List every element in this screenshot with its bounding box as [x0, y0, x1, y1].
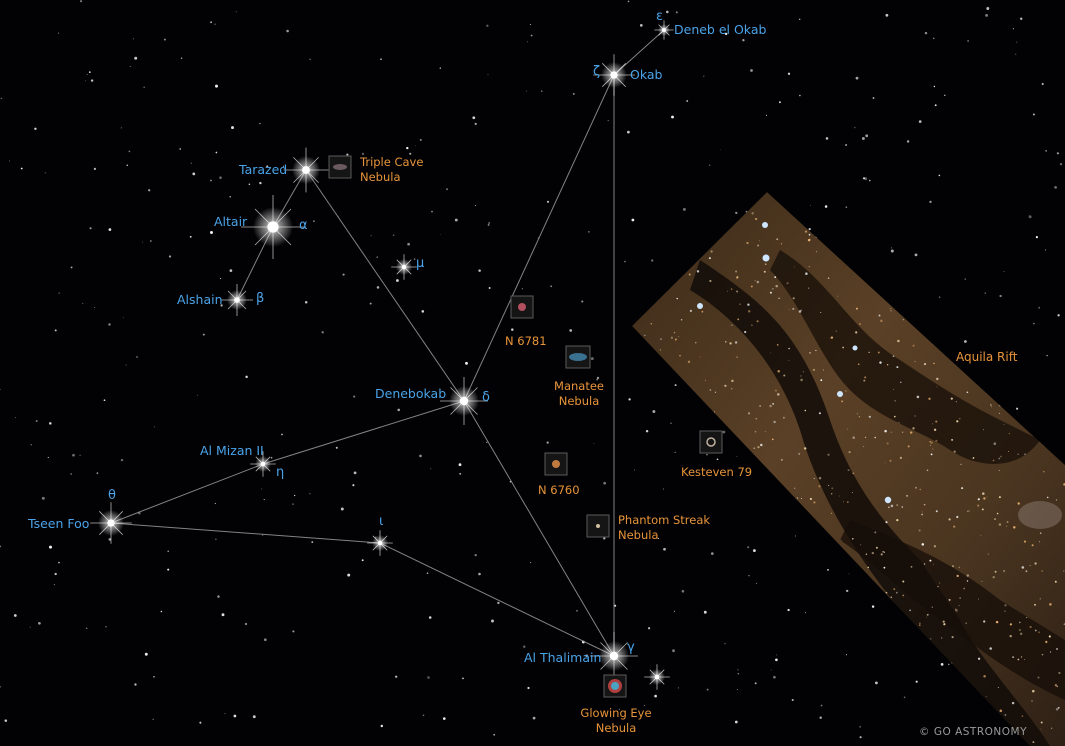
star-al-mizan: [250, 451, 276, 477]
n6781-thumb: [518, 303, 526, 311]
glowing-eye-thumb: [611, 682, 619, 690]
object-label-n6781: N 6781: [505, 334, 547, 348]
star-al-thalimain: [590, 632, 638, 680]
constellation-stars: [90, 20, 674, 690]
manatee-line2: Nebula: [558, 394, 600, 408]
star-mu: [391, 254, 417, 280]
greek-iota: ι: [379, 514, 384, 529]
manatee-line1: Manatee: [554, 379, 604, 393]
object-label-aquila-rift: Aquila Rift: [956, 350, 1018, 364]
copyright-notice: © GO ASTRONOMY: [919, 726, 1027, 738]
star-okab: [593, 54, 635, 96]
glowing-eye-line2: Nebula: [595, 721, 637, 735]
phantom-line2: Nebula: [618, 528, 659, 542]
triple-cave-thumb: [333, 164, 347, 170]
object-label-manatee: Manatee Nebula: [551, 379, 607, 409]
triple-cave-line2: Nebula: [360, 170, 401, 184]
star-extra-star: [644, 664, 670, 690]
star-label-tseen-foo: Tseen Foo: [28, 516, 90, 531]
greek-epsilon: ε: [656, 9, 664, 24]
star-label-okab: Okab: [630, 67, 663, 82]
star-label-denebokab: Denebokab: [375, 386, 447, 401]
n6760-thumb: [552, 460, 560, 468]
star-tseen-foo: [90, 502, 132, 544]
star-tarazed: [283, 147, 329, 193]
greek-gamma: γ: [627, 640, 635, 655]
constellation-lines: [110, 29, 665, 657]
star-label-alshain: Alshain: [177, 292, 223, 307]
triple-cave-line1: Triple Cave: [360, 155, 424, 169]
greek-eta: η: [276, 465, 285, 480]
star-label-altair: Altair: [214, 214, 248, 229]
object-label-phantom-streak: Phantom Streak Nebula: [618, 513, 710, 543]
star-label-al-thalimain: Al Thalimain: [524, 650, 602, 665]
greek-beta: β: [256, 291, 265, 306]
object-label-triple-cave: Triple Cave Nebula: [360, 155, 423, 185]
star-label-al-mizan: Al Mizan II: [200, 443, 264, 458]
star-alshain: [221, 284, 253, 316]
star-label-tarazed: Tarazed: [239, 162, 288, 177]
phantom-thumb: [596, 524, 600, 528]
deep-sky-thumbnails: [328, 155, 723, 698]
object-label-glowing-eye: Glowing Eye Nebula: [579, 706, 653, 736]
star-label-deneb-el-okab: Deneb el Okab: [674, 22, 767, 37]
greek-zeta: ζ: [593, 64, 601, 79]
greek-theta: θ: [108, 488, 116, 503]
greek-mu: μ: [416, 256, 425, 271]
glowing-eye-line1: Glowing Eye: [580, 706, 652, 720]
star-altair: [241, 195, 305, 259]
object-label-kesteven: Kesteven 79: [681, 465, 753, 479]
star-iota: [367, 530, 393, 556]
greek-delta: δ: [482, 390, 490, 405]
kesteven-thumb: [706, 437, 716, 447]
star-denebokab: [440, 377, 488, 425]
greek-alpha: α: [299, 218, 308, 233]
manatee-thumb: [569, 353, 587, 361]
object-label-n6760: N 6760: [538, 483, 580, 497]
phantom-line1: Phantom Streak: [618, 513, 711, 527]
star-deneb-el-okab: [654, 20, 674, 40]
